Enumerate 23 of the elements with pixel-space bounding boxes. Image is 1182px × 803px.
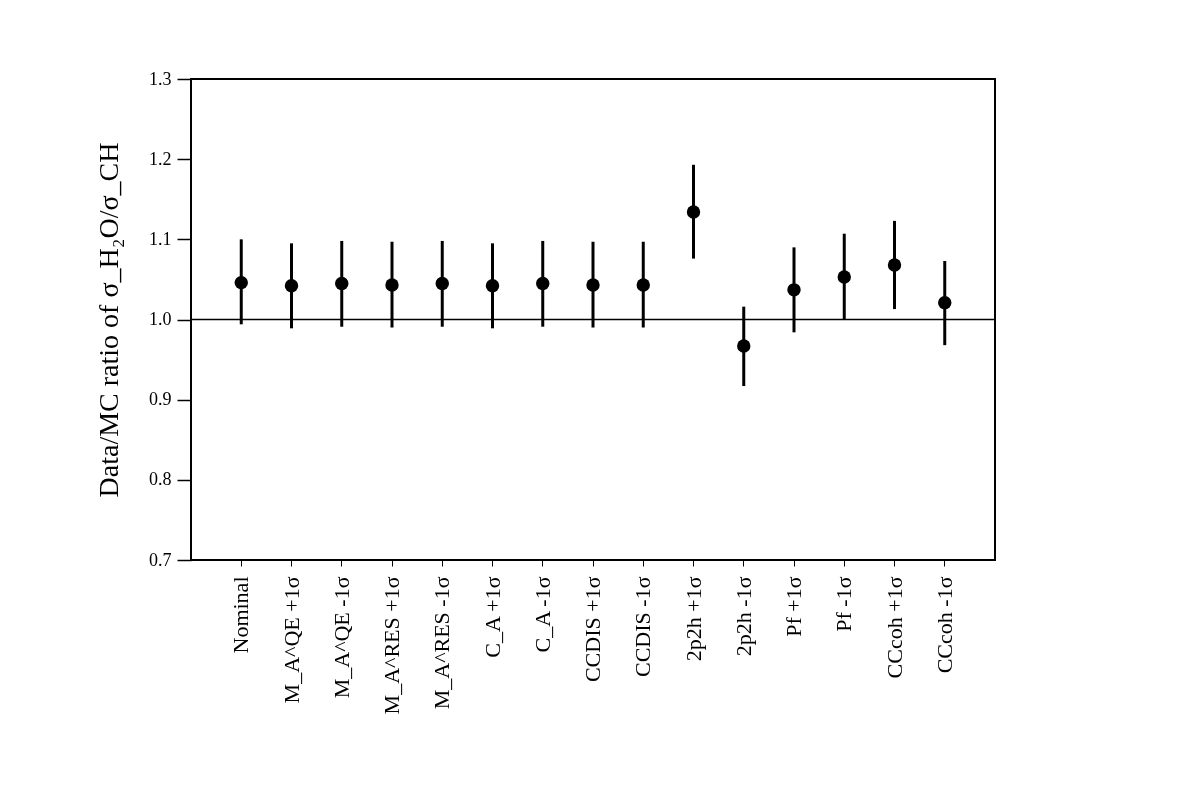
x-tick-label: 2p2h -1σ [730, 576, 756, 657]
x-tick-label: Pf +1σ [781, 576, 806, 637]
y-tick-label: 1.2 [149, 148, 172, 169]
y-axis-title: Data/MC ratio of σ_H₂O/σ_CH [93, 142, 124, 498]
x-tick-label: M_A^RES +1σ [379, 576, 404, 715]
y-tick-label: 1.0 [149, 309, 172, 329]
x-tick-label: CCDIS +1σ [580, 576, 605, 683]
x-tick-label: Nominal [228, 576, 254, 654]
x-tick-label: C_A -1σ [529, 576, 555, 653]
x-tick-label: 2p2h +1σ [680, 576, 706, 662]
y-tick-label: 0.7 [149, 549, 172, 570]
x-tick-label: M_A^RES -1σ [429, 576, 455, 710]
x-tick-label: CCcoh +1σ [881, 576, 907, 679]
x-tick-label: M_A^QE +1σ [278, 576, 304, 704]
x-tick-label: Pf -1σ [831, 576, 857, 632]
x-tick-label: M_A^QE -1σ [328, 576, 354, 699]
y-tick-label: 0.8 [149, 469, 172, 490]
y-tick-label: 1.1 [149, 228, 172, 249]
y-tick-label: 0.9 [149, 389, 172, 410]
x-tick-label: C_A +1σ [479, 576, 505, 658]
y-tick-label: 1.3 [149, 68, 172, 89]
x-tick-label: CCcoh -1σ [931, 576, 957, 674]
x-tick-label: CCDIS -1σ [630, 576, 656, 677]
